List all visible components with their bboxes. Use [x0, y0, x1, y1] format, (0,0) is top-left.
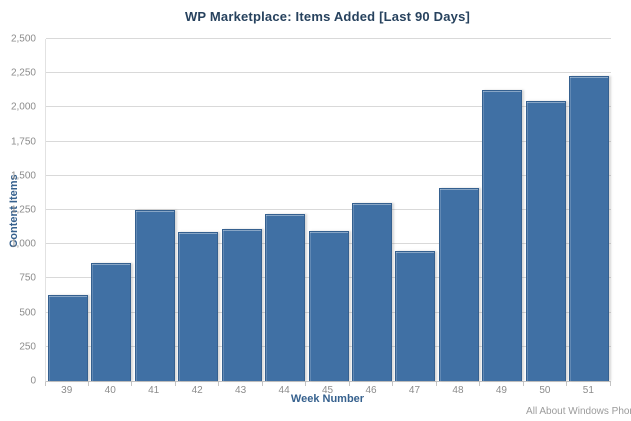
x-tick-label: 43 [235, 385, 247, 396]
gridline [46, 140, 611, 142]
x-tick-label: 51 [582, 385, 594, 396]
y-tick-label: 1,750 [10, 136, 36, 148]
x-axis-tick [435, 382, 437, 386]
x-tick-label: 41 [148, 385, 160, 396]
bar-column-week-43 [220, 39, 263, 381]
gridline [46, 209, 611, 210]
y-tick-label: 0 [30, 375, 36, 387]
bar-week-51 [569, 75, 610, 381]
x-axis-tick [44, 382, 46, 386]
bar-week-43 [221, 229, 262, 381]
x-axis-tick [348, 382, 350, 386]
x-tick-label: 46 [365, 385, 377, 396]
bar-column-week-47 [394, 39, 437, 381]
x-axis-tick [479, 382, 481, 386]
y-tick-label: 1,500 [10, 170, 36, 182]
y-tick-label: 2,000 [10, 101, 36, 113]
x-tick-label: 50 [539, 385, 551, 396]
bar-week-40 [91, 263, 132, 381]
x-tick-label: 42 [191, 385, 203, 396]
x-tick-label: 49 [495, 385, 507, 396]
x-axis-tick [566, 382, 568, 386]
x-tick-label: 47 [408, 385, 421, 396]
bar-week-49 [482, 89, 523, 381]
y-tick-label: 2,250 [10, 67, 36, 79]
bar-week-39 [47, 294, 88, 381]
x-tick-label: 48 [452, 385, 464, 396]
x-axis-title: Week Number [290, 393, 365, 405]
bar-column-week-39 [46, 39, 89, 381]
bar-week-48 [438, 188, 479, 381]
x-tick-label: 39 [61, 385, 73, 396]
x-tick-label: 45 [321, 385, 334, 396]
watermark: All About Windows Phon [526, 406, 631, 417]
bar-column-week-46 [350, 39, 393, 381]
bar-column-week-44 [263, 39, 306, 381]
bar-column-week-40 [89, 39, 132, 381]
x-axis-tick [218, 382, 220, 386]
bar-column-week-51 [568, 39, 611, 381]
x-axis-tick [522, 382, 524, 386]
x-axis-tick [305, 382, 307, 386]
bar-column-week-41 [133, 39, 176, 381]
bar-week-44 [265, 214, 306, 381]
x-axis-tick [174, 382, 176, 386]
x-axis-ticks [44, 382, 611, 386]
bar-column-week-42 [176, 39, 219, 381]
chart-title: WP Marketplace: Items Added [Last 90 Day… [184, 9, 471, 24]
x-axis-tick [87, 382, 89, 386]
x-axis-labels: 39 40 41 42 43 44 45 46 47 48 49 50 51 [45, 385, 610, 396]
bar-week-46 [352, 203, 393, 381]
x-tick-label: 40 [104, 385, 116, 396]
x-tick-label: 44 [278, 385, 290, 396]
x-axis-tick [609, 382, 611, 386]
gridline [46, 106, 611, 108]
bar-column-week-50 [524, 39, 567, 381]
x-axis-tick [261, 382, 263, 386]
x-axis-tick [392, 382, 394, 386]
gridline [46, 38, 611, 39]
bar-week-47 [395, 251, 436, 381]
gridline [46, 72, 611, 74]
y-tick-label: 1,250 [10, 204, 36, 216]
x-axis-tick [131, 382, 133, 386]
y-tick-label: 250 [19, 341, 36, 353]
gridline [46, 174, 611, 176]
bar-week-50 [525, 100, 566, 381]
bar-column-week-49 [481, 39, 524, 381]
y-tick-label: 1,000 [10, 238, 36, 250]
y-tick-label: 2,500 [10, 33, 36, 45]
bar-column-week-48 [437, 39, 480, 381]
y-tick-label: 500 [19, 307, 36, 319]
bar-series [46, 39, 611, 381]
bar-week-45 [308, 230, 349, 381]
y-axis-labels: 0 250 500 750 1,000 1,250 1,500 1,750 2,000 2,250… [0, 34, 39, 387]
bar-column-week-45 [307, 39, 350, 381]
bar-week-42 [178, 231, 219, 381]
plot-area [45, 38, 611, 382]
y-tick-label: 750 [19, 272, 36, 284]
bar-week-41 [134, 210, 175, 381]
